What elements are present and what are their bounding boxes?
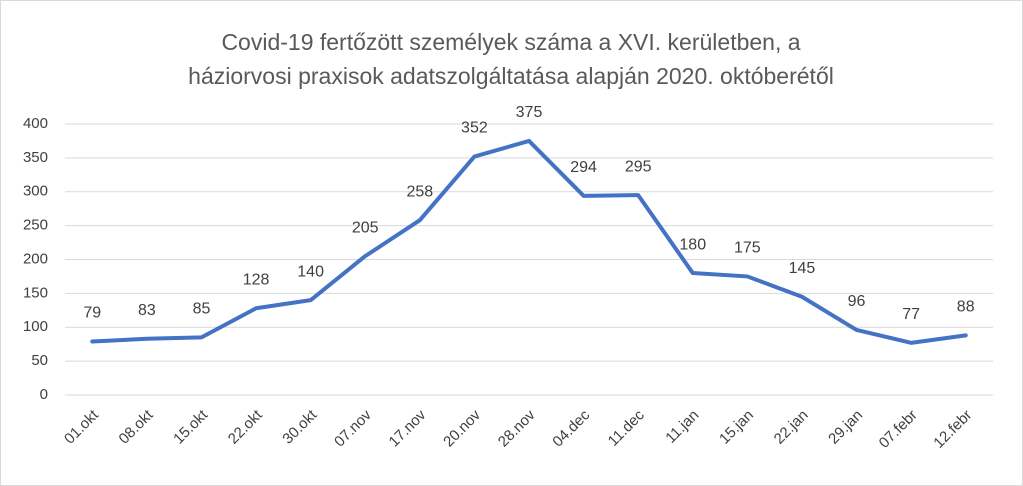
data-label: 140 <box>297 263 324 280</box>
data-label: 79 <box>83 305 101 322</box>
y-tick-label: 150 <box>23 284 48 301</box>
data-label: 258 <box>406 183 433 200</box>
data-label: 205 <box>352 219 379 236</box>
data-label: 294 <box>570 159 597 176</box>
y-tick-label: 350 <box>23 149 48 166</box>
data-label: 83 <box>138 302 156 319</box>
data-line <box>90 138 968 345</box>
data-label: 128 <box>243 271 270 288</box>
data-label: 295 <box>625 158 652 175</box>
data-label: 85 <box>193 301 211 318</box>
data-label: 96 <box>848 293 866 310</box>
data-label: 375 <box>516 104 543 121</box>
y-tick-label: 300 <box>23 183 48 200</box>
y-tick-label: 250 <box>23 217 48 234</box>
y-tick-label: 400 <box>23 115 48 132</box>
data-label: 352 <box>461 120 488 137</box>
data-label: 77 <box>902 306 920 323</box>
chart-title: Covid-19 fertőzött személyek száma a XVI… <box>221 29 800 55</box>
y-tick-label: 200 <box>23 250 48 267</box>
data-label: 180 <box>679 236 706 253</box>
chart-title: háziorvosi praxisok adatszolgáltatása al… <box>188 63 834 89</box>
data-label: 175 <box>734 240 761 257</box>
data-label: 88 <box>957 299 975 316</box>
y-tick-label: 50 <box>31 352 48 369</box>
y-tick-label: 100 <box>23 318 48 335</box>
data-label: 145 <box>789 260 816 277</box>
y-tick-label: 0 <box>40 386 48 403</box>
